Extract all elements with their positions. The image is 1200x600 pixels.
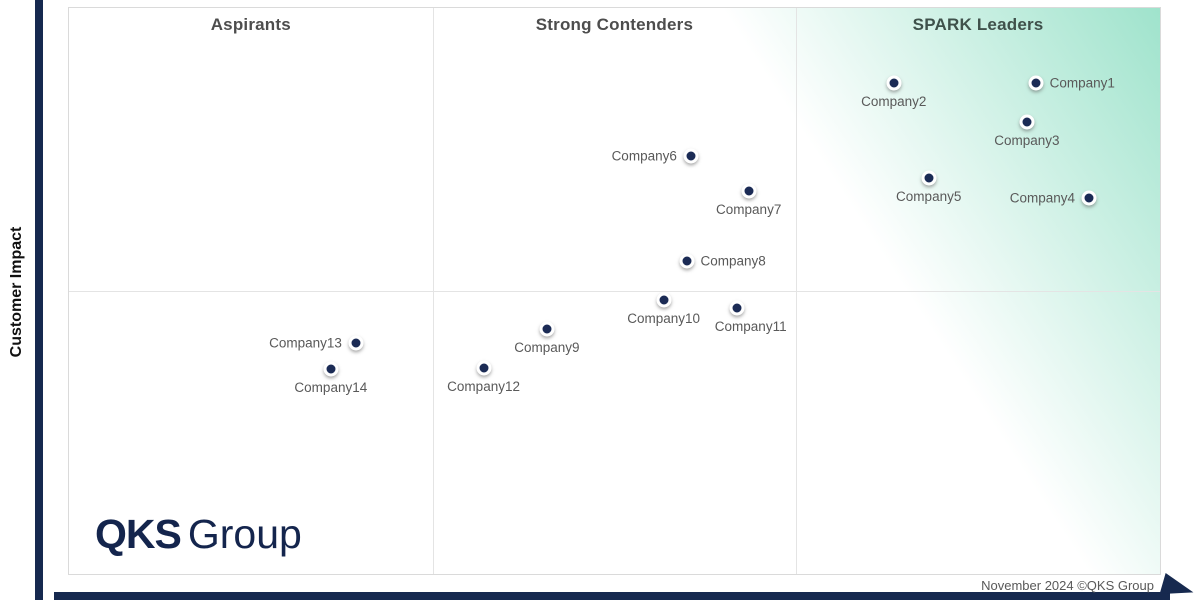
data-point-company12 bbox=[476, 360, 492, 376]
data-point-company14 bbox=[323, 361, 339, 377]
y-axis-line bbox=[35, 0, 43, 600]
quadrant-header-spark-leaders: SPARK Leaders bbox=[912, 15, 1044, 34]
data-point-label-company5: Company5 bbox=[896, 189, 962, 205]
quadrant-header-strong-contenders: Strong Contenders bbox=[535, 15, 694, 34]
data-point-company10 bbox=[656, 292, 672, 308]
data-point-label-company2: Company2 bbox=[861, 93, 927, 109]
data-point-label-company12: Company12 bbox=[447, 378, 520, 394]
logo-qks-text: QKS bbox=[95, 511, 182, 557]
qks-group-logo: QKS Group bbox=[95, 511, 302, 558]
data-point-label-company14: Company14 bbox=[294, 379, 368, 395]
data-point-company11 bbox=[729, 300, 745, 316]
footer-attribution: November 2024 ©QKS Group bbox=[981, 578, 1154, 593]
x-axis-arrow-icon bbox=[1159, 573, 1197, 600]
data-point-company13 bbox=[348, 335, 364, 351]
midline-divider bbox=[69, 291, 1160, 292]
quadrant-chart: Aspirants Strong Contenders SPARK Leader… bbox=[68, 7, 1161, 575]
data-point-company4 bbox=[1081, 190, 1097, 206]
y-axis-label: Customer Impact bbox=[8, 226, 25, 358]
x-axis-line bbox=[54, 592, 1170, 600]
data-point-label-company10: Company10 bbox=[627, 311, 700, 327]
data-point-company8 bbox=[679, 253, 694, 269]
quadrant-header-aspirants: Aspirants bbox=[210, 15, 291, 34]
data-point-company1 bbox=[1028, 75, 1044, 91]
data-point-label-company8: Company8 bbox=[700, 253, 766, 269]
data-point-company6 bbox=[683, 148, 699, 164]
data-point-company5 bbox=[921, 170, 937, 186]
data-point-label-company1: Company1 bbox=[1049, 75, 1115, 91]
data-point-label-company7: Company7 bbox=[716, 202, 782, 218]
data-point-label-company9: Company9 bbox=[514, 339, 580, 355]
logo-group-text: Group bbox=[187, 511, 302, 557]
data-point-company7 bbox=[741, 183, 757, 199]
data-point-company3 bbox=[1019, 114, 1035, 130]
data-point-label-company4: Company4 bbox=[1009, 190, 1076, 206]
data-point-label-company6: Company6 bbox=[611, 148, 677, 164]
data-point-company9 bbox=[539, 321, 555, 337]
data-point-label-company13: Company13 bbox=[269, 335, 342, 351]
data-point-label-company11: Company11 bbox=[714, 318, 787, 334]
data-point-company2 bbox=[886, 75, 902, 91]
data-point-label-company3: Company3 bbox=[994, 133, 1060, 149]
plot-area: Company1 Company2 Company3 Company4 Company5… bbox=[69, 8, 1160, 574]
